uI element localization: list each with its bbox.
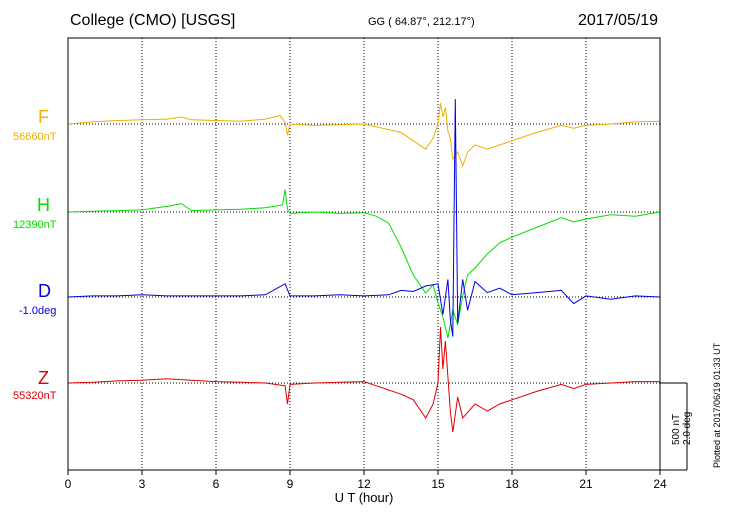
x-tick-label-12: 12: [357, 477, 371, 491]
date-label: 2017/05/19: [578, 12, 659, 29]
coordinates-label: GG ( 64.87°, 212.17°): [368, 16, 475, 28]
series-f-baseline: 56660nT: [13, 131, 57, 143]
plotted-note: Plotted at 2017/06/19 01:33 UT: [712, 342, 722, 468]
series-z-baseline: 55320nT: [13, 390, 57, 402]
series-h-baseline: 12390nT: [13, 219, 57, 231]
x-tick-label-9: 9: [287, 477, 294, 491]
series-line-z: [68, 326, 660, 433]
x-tick-label-15: 15: [431, 477, 445, 491]
x-tick-label-0: 0: [65, 477, 72, 491]
x-ticks: 0 3 6 9 12 15 18 21 24: [65, 470, 667, 491]
grid-lines: [141, 38, 587, 470]
series-z-letter: Z: [38, 368, 49, 388]
x-tick-label-21: 21: [579, 477, 593, 491]
series-line-h: [68, 189, 660, 339]
series-f-letter: F: [38, 107, 49, 127]
x-tick-label-3: 3: [139, 477, 146, 491]
series-line-d: [68, 98, 660, 337]
series-d-letter: D: [38, 281, 51, 301]
scale-bar: [660, 382, 688, 471]
series-d-baseline: -1.0deg: [19, 305, 57, 317]
series-h-letter: H: [37, 195, 50, 215]
series-line-f: [68, 102, 660, 168]
x-tick-label-6: 6: [213, 477, 220, 491]
x-tick-label-24: 24: [653, 477, 667, 491]
series-group: [68, 98, 660, 433]
scale-label-nt: 500 nT: [671, 413, 682, 445]
x-tick-label-18: 18: [505, 477, 519, 491]
x-axis-label: U T (hour): [335, 490, 394, 505]
chart-title: College (CMO) [USGS]: [70, 12, 236, 29]
scale-label-deg: 2.0 deg: [682, 411, 693, 445]
